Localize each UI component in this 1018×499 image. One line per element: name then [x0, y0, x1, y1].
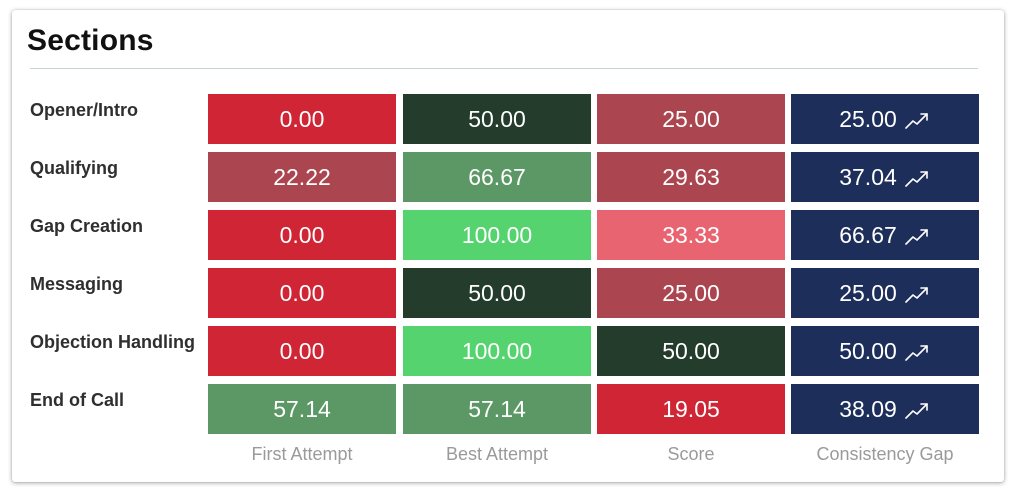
- score-cell: 57.14: [208, 384, 396, 434]
- cell-value: 0.00: [279, 337, 325, 364]
- cell-value: 57.14: [273, 395, 331, 422]
- cell-value: 0.00: [279, 279, 325, 306]
- trending-up-icon: [904, 399, 931, 419]
- score-cell: 57.14: [403, 384, 591, 434]
- score-cell: 25.00: [791, 268, 979, 318]
- score-cell: 22.22: [208, 152, 396, 202]
- row-label: Messaging: [30, 274, 124, 294]
- column-label: Consistency Gap: [816, 444, 954, 464]
- column-label: Score: [667, 444, 715, 464]
- cell-value: 50.00: [662, 337, 720, 364]
- cell-value: 66.67: [468, 163, 526, 190]
- cell-value: 50.00: [839, 337, 897, 364]
- score-cell: 33.33: [597, 210, 785, 260]
- score-cell: 0.00: [208, 94, 396, 144]
- row-label: Opener/Intro: [30, 100, 139, 120]
- row-label: Qualifying: [30, 158, 119, 178]
- cell-value: 29.63: [662, 163, 720, 190]
- score-cell: 100.00: [403, 326, 591, 376]
- cell-value: 25.00: [662, 105, 720, 132]
- cell-value: 66.67: [839, 221, 897, 248]
- score-cell: 50.00: [791, 326, 979, 376]
- cell-value: 57.14: [468, 395, 526, 422]
- row-label: Gap Creation: [30, 216, 144, 236]
- trending-up-icon: [904, 341, 931, 361]
- cell-value: 19.05: [662, 395, 720, 422]
- score-cell: 66.67: [791, 210, 979, 260]
- cell-value: 22.22: [273, 163, 331, 190]
- score-cell: 37.04: [791, 152, 979, 202]
- score-cell: 100.00: [403, 210, 591, 260]
- column-label: Best Attempt: [445, 444, 549, 464]
- trending-up-icon: [904, 109, 931, 129]
- cell-value: 50.00: [468, 105, 526, 132]
- trending-up-icon: [904, 283, 931, 303]
- cell-value: 25.00: [662, 279, 720, 306]
- cell-value: 33.33: [662, 221, 720, 248]
- cell-value: 38.09: [839, 395, 897, 422]
- score-cell: 0.00: [208, 268, 396, 318]
- cell-value: 37.04: [839, 163, 897, 190]
- section-title: Sections: [27, 24, 154, 57]
- title-divider: [30, 68, 978, 69]
- column-label: First Attempt: [251, 444, 353, 464]
- score-cell: 38.09: [791, 384, 979, 434]
- score-cell: 25.00: [597, 268, 785, 318]
- score-cell: 50.00: [403, 268, 591, 318]
- score-cell: 19.05: [597, 384, 785, 434]
- score-cell: 25.00: [597, 94, 785, 144]
- cell-value: 0.00: [279, 105, 325, 132]
- cell-value: 100.00: [461, 221, 533, 248]
- cell-value: 100.00: [461, 337, 533, 364]
- row-label: End of Call: [30, 390, 124, 410]
- sections-card: Sections Opener/Intro 0.00 50.00 25.00 25.00…: [12, 10, 1004, 482]
- trending-up-icon: [904, 225, 931, 245]
- score-cell: 66.67: [403, 152, 591, 202]
- row-label: Objection Handling: [30, 332, 195, 352]
- score-cell: 0.00: [208, 210, 396, 260]
- cell-value: 25.00: [839, 105, 897, 132]
- trending-up-icon: [904, 167, 931, 187]
- score-cell: 29.63: [597, 152, 785, 202]
- cell-value: 0.00: [279, 221, 325, 248]
- score-cell: 50.00: [597, 326, 785, 376]
- cell-value: 50.00: [468, 279, 526, 306]
- score-cell: 0.00: [208, 326, 396, 376]
- cell-value: 25.00: [839, 279, 897, 306]
- score-cell: 50.00: [403, 94, 591, 144]
- score-cell: 25.00: [791, 94, 979, 144]
